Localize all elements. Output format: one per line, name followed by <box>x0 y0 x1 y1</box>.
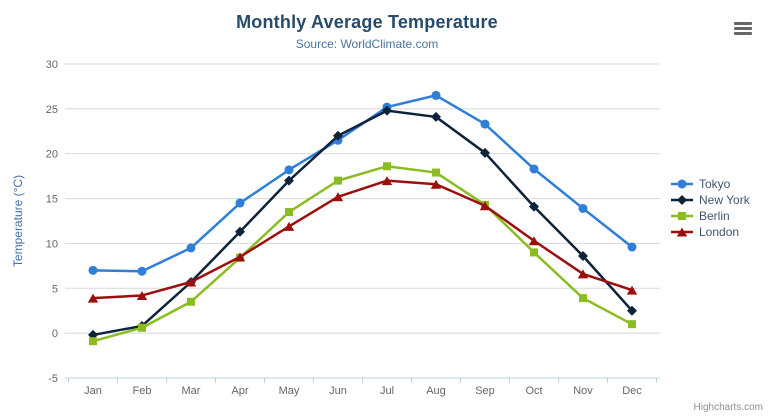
data-point[interactable] <box>529 164 539 174</box>
data-point[interactable] <box>627 305 637 316</box>
legend-item-london[interactable]: London <box>670 224 750 240</box>
hamburger-icon <box>734 32 752 35</box>
series-line <box>91 165 634 343</box>
x-axis-tick-label: Sep <box>475 385 495 397</box>
data-point[interactable] <box>333 130 343 141</box>
data-point[interactable] <box>431 111 441 122</box>
series-line <box>91 109 634 337</box>
legend-marker-diamond <box>671 195 693 205</box>
series-line <box>91 179 634 300</box>
y-axis-tick-label: 25 <box>46 104 58 116</box>
y-axis-tick-label: 20 <box>46 149 58 161</box>
grid-lines <box>65 63 660 379</box>
x-axis-tick-label: Apr <box>231 385 248 397</box>
data-point[interactable] <box>334 176 342 185</box>
data-point[interactable] <box>381 176 393 186</box>
x-axis-tick-label: Aug <box>426 385 446 397</box>
data-point[interactable] <box>187 297 195 306</box>
x-axis-tick-label: Nov <box>573 385 593 397</box>
legend-marker <box>678 212 686 220</box>
data-point[interactable] <box>432 168 440 177</box>
axes: -5 0 5 10 15 20 25 30 Jan Feb Mar Apr May Jun Jul Aug Se… <box>46 59 660 397</box>
data-point[interactable] <box>137 266 147 276</box>
hamburger-icon <box>734 27 752 30</box>
y-axis-title: Temperature (°C) <box>11 175 25 267</box>
data-point[interactable] <box>285 208 293 217</box>
chart-subtitle: Source: WorldClimate.com <box>295 37 439 51</box>
data-point[interactable] <box>480 147 490 158</box>
data-point[interactable] <box>138 323 146 332</box>
data-point[interactable] <box>578 250 588 261</box>
chart-title: Monthly Average Temperature <box>236 12 498 32</box>
legend-marker-circle <box>671 179 693 189</box>
series-new-york <box>88 105 637 340</box>
y-axis-tick-label: 10 <box>46 238 58 250</box>
data-point[interactable] <box>88 265 98 275</box>
data-point[interactable] <box>578 203 588 213</box>
data-point[interactable] <box>235 198 245 208</box>
series-london <box>87 176 638 303</box>
data-point[interactable] <box>530 248 538 257</box>
data-point[interactable] <box>431 90 441 100</box>
data-point[interactable] <box>628 320 636 329</box>
legend-label: New York <box>699 193 750 207</box>
highcharts-credit[interactable]: Highcharts.com <box>693 402 763 413</box>
x-axis-tick-label: Jan <box>84 385 102 397</box>
data-point[interactable] <box>383 162 391 171</box>
legend-item-new-york[interactable]: New York <box>670 192 750 208</box>
data-point[interactable] <box>89 337 97 346</box>
legend-marker-square <box>671 212 693 220</box>
data-point[interactable] <box>430 179 442 189</box>
data-point[interactable] <box>235 226 245 237</box>
data-point[interactable] <box>479 201 491 211</box>
x-axis-tick-label: Jul <box>380 385 394 397</box>
legend-marker <box>676 227 688 237</box>
legend-label: Tokyo <box>699 177 731 191</box>
series-layer <box>87 90 638 346</box>
legend-marker-triangle <box>671 227 693 237</box>
x-axis-tick-label: Feb <box>133 385 152 397</box>
x-axis-tick-label: Mar <box>182 385 201 397</box>
x-axis-tick-label: May <box>279 385 300 397</box>
data-point[interactable] <box>284 165 294 175</box>
data-point[interactable] <box>87 293 99 303</box>
hamburger-icon <box>734 22 752 25</box>
y-axis-tick-label: 0 <box>52 328 58 340</box>
x-axis-tick-label: Jun <box>329 385 347 397</box>
data-point[interactable] <box>136 290 148 300</box>
legend-label: London <box>699 225 740 239</box>
legend-marker <box>677 195 687 205</box>
data-point[interactable] <box>528 236 540 246</box>
data-point[interactable] <box>579 294 587 303</box>
x-axis-tick-label: Dec <box>622 385 642 397</box>
y-axis-tick-label: -5 <box>48 373 58 385</box>
y-axis-tick-label: 15 <box>46 194 58 206</box>
legend-item-berlin[interactable]: Berlin <box>670 208 750 224</box>
y-axis-tick-label: 30 <box>46 59 58 71</box>
legend: Tokyo New York Berlin London <box>670 176 750 240</box>
legend-marker <box>677 179 687 189</box>
legend-label: Berlin <box>699 209 730 223</box>
data-point[interactable] <box>480 119 490 129</box>
data-point[interactable] <box>284 175 294 186</box>
data-point[interactable] <box>186 243 196 253</box>
y-axis-tick-label: 5 <box>52 283 58 295</box>
data-point[interactable] <box>283 221 295 231</box>
series-line <box>91 94 634 273</box>
data-point[interactable] <box>577 269 589 279</box>
data-point[interactable] <box>185 277 197 287</box>
series-tokyo <box>88 90 637 276</box>
legend-item-tokyo[interactable]: Tokyo <box>670 176 750 192</box>
data-point[interactable] <box>529 201 539 212</box>
data-point[interactable] <box>627 242 637 252</box>
data-point[interactable] <box>382 105 392 116</box>
data-point[interactable] <box>626 285 638 295</box>
context-menu-button[interactable] <box>734 22 752 35</box>
x-axis-tick-label: Oct <box>525 385 542 397</box>
data-point[interactable] <box>332 192 344 202</box>
data-point[interactable] <box>234 252 246 262</box>
